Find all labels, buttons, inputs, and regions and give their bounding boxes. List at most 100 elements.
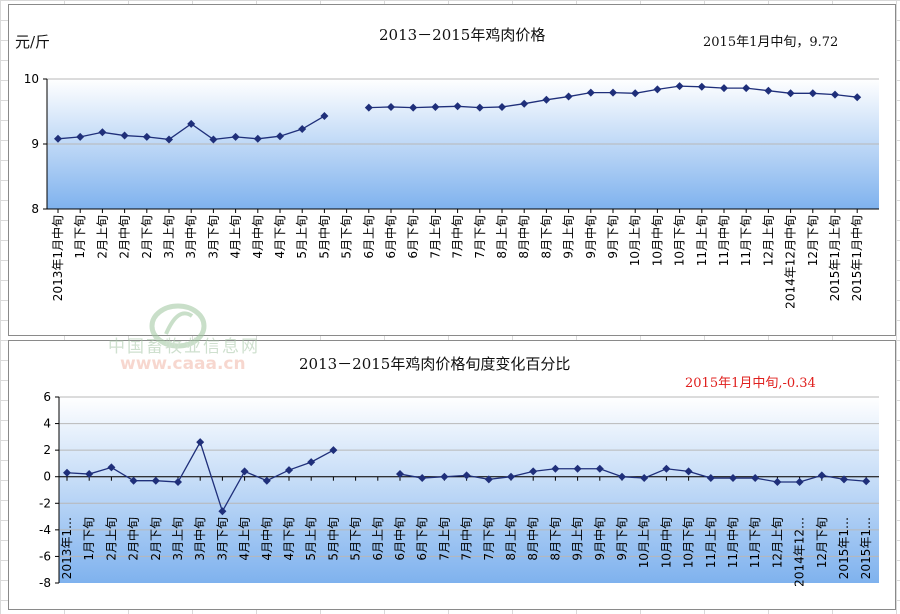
x-tick-label: 8月下旬 — [539, 215, 553, 259]
data-point — [853, 93, 862, 102]
x-tick-label: 4月中旬 — [259, 517, 274, 561]
x-tick-label: 4月上旬 — [238, 517, 252, 561]
x-tick-label: 2015年1… — [837, 517, 851, 579]
data-point — [120, 131, 129, 140]
x-tick-label: 6月上旬 — [371, 517, 385, 561]
x-tick-label: 7月下旬 — [482, 517, 496, 561]
x-tick-label: 10月上旬 — [637, 517, 651, 568]
x-tick-label: 4月上旬 — [229, 215, 243, 259]
data-point — [151, 476, 160, 485]
x-tick-label: 2014年12… — [793, 517, 807, 587]
y-axis-unit-label: 元/斤 — [15, 33, 51, 51]
data-point — [773, 478, 782, 487]
y-tick-label: -8 — [39, 576, 51, 590]
data-point — [786, 89, 795, 98]
y-tick-label: 8 — [31, 202, 39, 216]
y-tick-label: 9 — [31, 137, 39, 151]
data-point — [129, 476, 138, 485]
x-tick-label: 11月上旬 — [695, 215, 709, 266]
x-tick-label: 5月中旬 — [316, 215, 331, 259]
data-point — [396, 470, 404, 479]
x-tick-label: 4月下旬 — [273, 215, 287, 259]
data-point — [218, 507, 227, 516]
data-point — [409, 103, 418, 112]
x-tick-label: 10月下旬 — [673, 215, 687, 266]
x-tick-label: 12月上旬 — [761, 215, 775, 266]
x-tick-label: 7月上旬 — [437, 517, 451, 561]
data-point — [675, 82, 684, 91]
data-point — [231, 132, 240, 141]
data-point — [631, 89, 640, 98]
x-tick-label: 3月上旬 — [171, 517, 185, 561]
data-point — [174, 478, 182, 487]
x-tick-label: 2月上旬 — [104, 517, 118, 561]
x-tick-label: 6月中旬 — [392, 517, 407, 561]
x-tick-label: 6月下旬 — [415, 517, 429, 561]
x-tick-label: 9月下旬 — [615, 517, 629, 561]
x-tick-label: 2月上旬 — [95, 215, 109, 259]
x-tick-label: 3月上旬 — [162, 215, 176, 259]
x-tick-label: 10月上旬 — [628, 215, 642, 266]
x-tick-label: 2月下旬 — [140, 215, 154, 259]
x-tick-label: 11月下旬 — [748, 517, 762, 568]
data-point — [387, 102, 395, 111]
data-point — [240, 467, 249, 476]
data-point — [418, 474, 427, 483]
data-point — [307, 458, 316, 467]
x-tick-label: 3月中旬 — [192, 517, 207, 561]
y-tick-label: 6 — [43, 390, 51, 404]
data-point — [662, 464, 671, 473]
x-tick-label: 10月中旬 — [649, 215, 664, 266]
chart-title: 2013－2015年鸡肉价格 — [379, 26, 546, 44]
data-point — [253, 134, 262, 143]
x-tick-label: 3月中旬 — [183, 215, 198, 259]
data-point — [262, 476, 271, 485]
x-tick-label: 5月中旬 — [325, 517, 340, 561]
data-point — [475, 103, 484, 112]
x-tick-label: 4月下旬 — [282, 517, 296, 561]
x-tick-label: 9月上旬 — [562, 215, 576, 259]
data-point — [609, 88, 617, 97]
x-tick-label: 7月上旬 — [428, 215, 442, 259]
x-tick-label: 2013年1… — [60, 517, 74, 579]
x-tick-label: 5月下旬 — [349, 517, 363, 561]
x-tick-label: 9月下旬 — [606, 215, 620, 259]
data-point — [595, 464, 604, 473]
data-point — [653, 85, 662, 94]
x-tick-label: 9月上旬 — [571, 517, 585, 561]
x-tick-label: 12月下旬 — [806, 215, 820, 266]
x-tick-label: 11月中旬 — [725, 517, 740, 568]
x-tick-label: 12月上旬 — [770, 517, 784, 568]
x-tick-label: 5月上旬 — [304, 517, 318, 561]
data-point — [862, 477, 871, 486]
x-tick-label: 11月上旬 — [704, 517, 718, 568]
data-point — [431, 102, 440, 111]
x-tick-label: 3月下旬 — [215, 517, 229, 561]
x-tick-label: 7月下旬 — [473, 215, 487, 259]
data-point — [640, 474, 649, 483]
data-point — [63, 468, 71, 477]
x-tick-label: 2015年1月中旬 — [849, 215, 864, 301]
y-tick-label: 4 — [43, 417, 51, 431]
y-tick-label: 0 — [43, 470, 51, 484]
x-tick-label: 9月中旬 — [583, 215, 598, 259]
data-point — [462, 471, 471, 480]
data-point — [564, 92, 573, 101]
data-point — [618, 472, 626, 481]
data-point — [98, 128, 107, 137]
x-tick-label: 7月中旬 — [459, 517, 474, 561]
x-tick-label: 2月下旬 — [149, 517, 163, 561]
x-tick-label: 2月中旬 — [117, 215, 132, 259]
plot-area — [59, 397, 879, 583]
x-tick-label: 8月下旬 — [548, 517, 562, 561]
x-tick-label: 3月下旬 — [206, 215, 220, 259]
data-point — [54, 134, 62, 143]
chicken-price-chart-panel[interactable]: 元/斤 2013－2015年鸡肉价格 2015年1月中旬，9.72 8 9 10 20… — [8, 4, 896, 336]
x-tick-label: 9月中旬 — [592, 517, 607, 561]
chicken-price-change-chart-panel[interactable]: 2013－2015年鸡肉价格旬度变化百分比 2015年1月中旬,-0.34 -8… — [8, 340, 896, 610]
y-tick-label: 2 — [43, 443, 51, 457]
price-line-chart: 8 9 10 2013年1月中旬 1月下旬 2月上旬 2月中旬 2月下旬 3月上旬 3月中旬 3月下… — [24, 72, 879, 309]
data-point — [187, 119, 196, 128]
data-point — [764, 86, 773, 95]
data-point — [573, 464, 582, 473]
